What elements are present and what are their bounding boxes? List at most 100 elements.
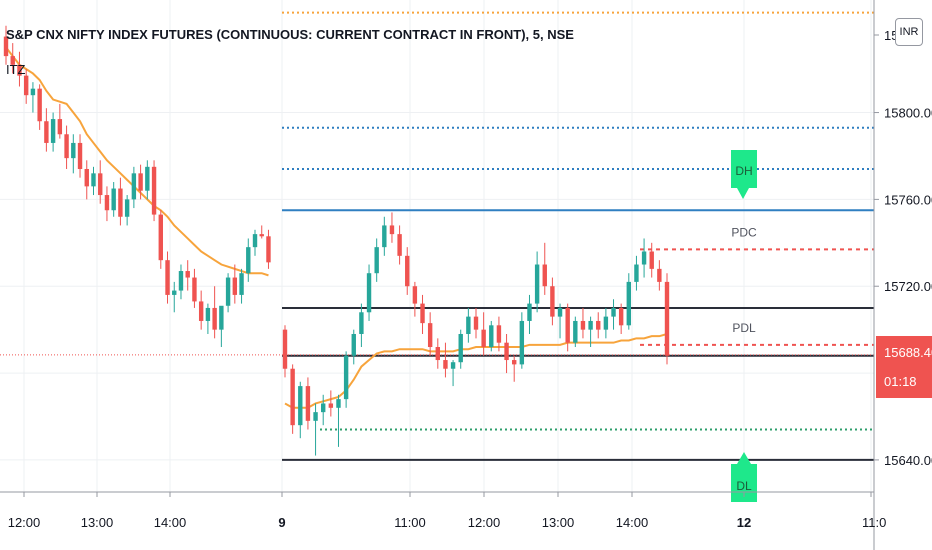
dh-marker-shape <box>731 150 757 199</box>
candle-body <box>664 281 670 356</box>
time-tick-label: 13:00 <box>542 515 575 530</box>
candle-body <box>104 195 110 211</box>
candle-body <box>504 342 509 361</box>
candle-body <box>44 121 49 143</box>
time-tick-label: 9 <box>278 515 285 530</box>
candle-body <box>64 134 69 159</box>
time-tick-label: 11:0 <box>862 515 886 530</box>
candle-body <box>626 281 631 326</box>
candle-body <box>557 307 563 317</box>
candle-body <box>124 199 130 217</box>
candle-body <box>603 316 609 330</box>
candle-body <box>321 403 326 413</box>
candle-body <box>588 320 593 330</box>
chart-title: S&P CNX NIFTY INDEX FUTURES (CONTINUOUS:… <box>6 27 574 42</box>
dl-marker-shape <box>731 452 757 502</box>
candle-body <box>649 251 654 269</box>
candle-body <box>542 264 547 287</box>
candle-body <box>519 320 525 365</box>
candle-body <box>84 168 89 187</box>
time-tick-label: 14:00 <box>616 515 649 530</box>
candle-body <box>481 329 486 348</box>
candle-body <box>290 368 295 426</box>
candle-body <box>77 142 83 169</box>
candle-body <box>246 247 251 274</box>
candle-body <box>282 329 288 369</box>
candle-body <box>328 403 334 408</box>
candle-body <box>641 251 647 265</box>
candle-body <box>435 347 440 361</box>
candle-body <box>145 166 150 191</box>
candle-body <box>138 173 143 191</box>
candle-body <box>37 88 42 122</box>
vwap-series-line <box>284 333 668 409</box>
level-label-pdc: PDC <box>731 225 757 239</box>
time-tick-label: 12:00 <box>468 515 501 530</box>
candle-body <box>450 362 456 369</box>
candle-body <box>232 277 238 295</box>
candle-body <box>3 36 9 57</box>
candle-body <box>351 333 356 356</box>
candle-body <box>165 260 170 295</box>
level-label-pdl: PDL <box>732 321 756 335</box>
candle-body <box>366 273 372 313</box>
candle-body <box>252 234 258 248</box>
time-tick-label: 12 <box>737 515 751 530</box>
candle-body <box>374 247 379 274</box>
currency-badge[interactable]: INR <box>895 18 923 46</box>
candle-body <box>10 56 15 65</box>
candle-body <box>298 386 303 426</box>
candle-body <box>527 303 532 321</box>
dh-marker-label: DH <box>735 164 752 178</box>
vwap-line <box>5 46 668 409</box>
candle-body <box>565 307 570 343</box>
candle-body <box>458 333 463 363</box>
bar-countdown: 01:18 <box>884 374 917 389</box>
time-tick-label: 14:00 <box>154 515 187 530</box>
candle-body <box>305 386 311 421</box>
candle-body <box>359 312 364 334</box>
candle-body <box>30 88 36 96</box>
candle-body <box>98 173 103 196</box>
candle-body <box>534 264 540 304</box>
current-price-tag: 15688.40 01:18 <box>876 336 932 398</box>
current-price-value: 15688.40 <box>884 345 932 360</box>
candle-body <box>198 301 204 321</box>
candle-body <box>17 64 22 76</box>
candle-body <box>172 290 177 295</box>
candle-body <box>57 119 63 135</box>
candle-body <box>496 325 502 343</box>
candle-body <box>71 142 76 159</box>
time-tick-label: 11:00 <box>394 515 426 530</box>
candle-body <box>111 188 116 211</box>
candle-body <box>50 119 56 143</box>
candle-body <box>205 307 211 321</box>
candle-body <box>389 225 395 235</box>
candle-body <box>382 225 387 248</box>
candle-body <box>178 271 184 291</box>
level-labels: PDC PDL DH DL <box>731 150 757 502</box>
candle-body <box>420 303 425 324</box>
candle-body <box>573 320 578 343</box>
time-tick-label: 13:00 <box>81 515 114 530</box>
candle-body <box>225 277 231 306</box>
candle-body <box>219 305 224 330</box>
candle-body <box>550 286 555 317</box>
candle-body <box>443 360 448 369</box>
vwap-series-line <box>5 46 269 277</box>
indicator-label[interactable]: ITZ <box>6 62 26 77</box>
candle-body <box>91 173 96 187</box>
candle-body <box>212 307 217 330</box>
candle-body <box>657 268 662 282</box>
price-tick-label: 15800.00 <box>884 106 932 121</box>
dl-marker-label: DL <box>736 479 752 493</box>
candle-body <box>596 320 601 330</box>
time-tick-label: 12:00 <box>8 515 41 530</box>
candle-body <box>192 277 197 302</box>
candle-body <box>158 214 163 261</box>
candle-body <box>634 264 639 282</box>
candle-body <box>397 234 402 256</box>
candle-body <box>580 320 586 330</box>
